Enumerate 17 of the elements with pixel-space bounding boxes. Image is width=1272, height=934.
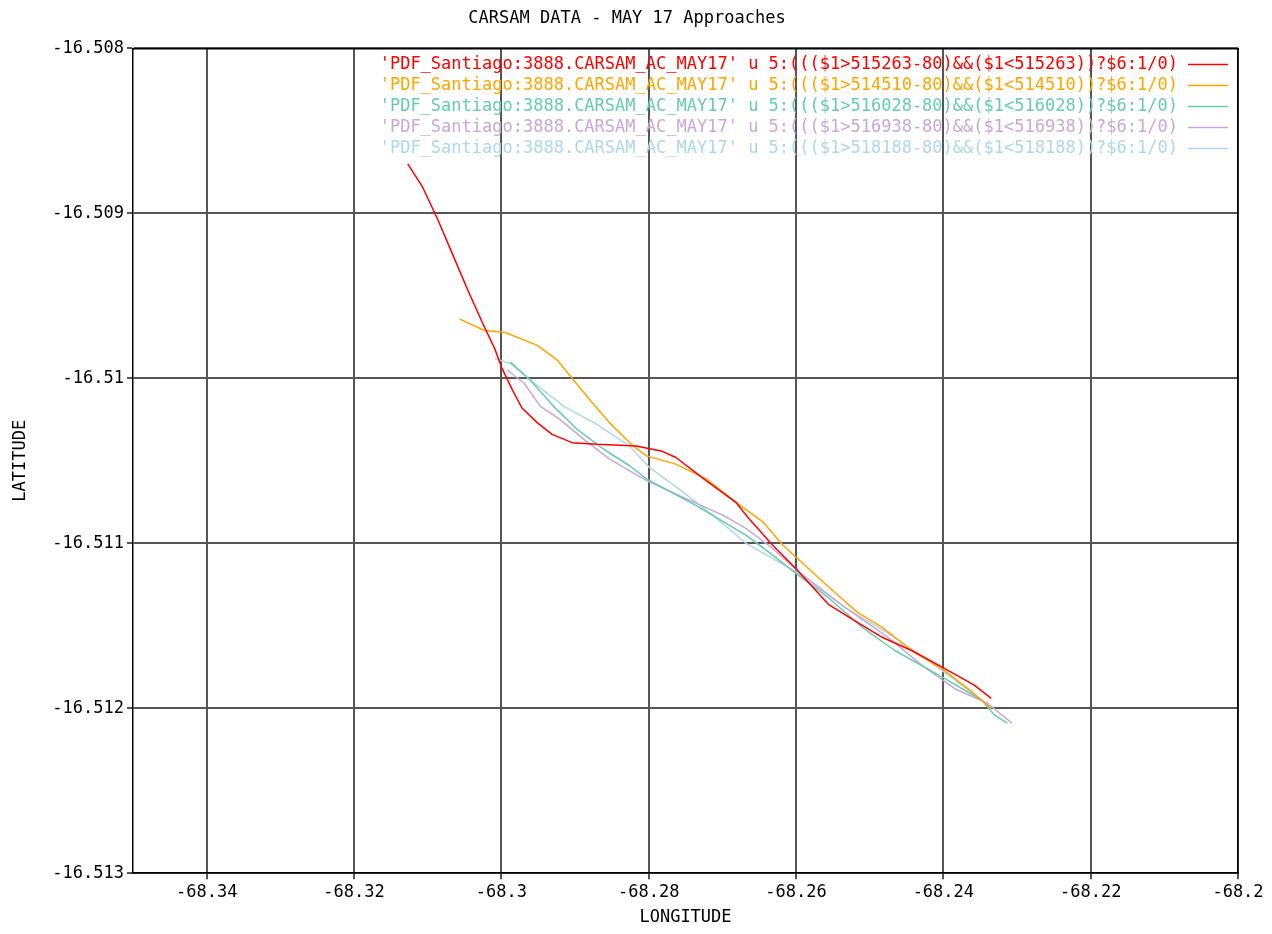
- y-axis-title: LATITUDE: [8, 419, 29, 502]
- y-tick-label: -16.508: [52, 36, 124, 57]
- x-tick-label: -68.26: [765, 880, 827, 901]
- x-axis-title: LONGITUDE: [639, 906, 732, 927]
- x-tick-label: -68.22: [1059, 880, 1122, 901]
- y-tick-label: -16.509: [52, 201, 124, 222]
- y-tick-label: -16.513: [52, 861, 124, 882]
- x-tick-label: -68.24: [912, 880, 975, 901]
- x-tick-label: -68.34: [175, 880, 238, 901]
- x-tick-label: -68.32: [323, 880, 385, 901]
- y-tick-label: -16.51: [62, 366, 124, 387]
- y-tick-label: -16.511: [52, 531, 124, 552]
- x-tick-label: -68.28: [617, 880, 680, 901]
- x-tick-label: -68.3: [475, 880, 527, 901]
- chart-title: CARSAM DATA - MAY 17 Approaches: [468, 6, 786, 27]
- x-tick-label: -68.2: [1212, 880, 1264, 901]
- y-tick-label: -16.512: [52, 696, 124, 717]
